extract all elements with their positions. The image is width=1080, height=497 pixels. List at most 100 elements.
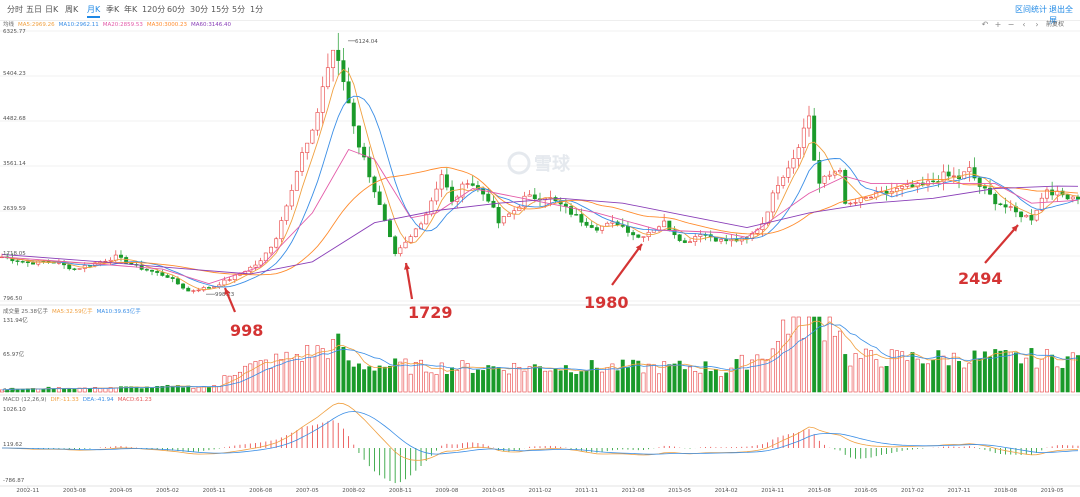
volume-bar — [548, 370, 553, 393]
candle-body — [1044, 189, 1049, 199]
volume-bar — [108, 387, 113, 393]
volume-bar — [651, 364, 656, 393]
candle-body — [1008, 206, 1013, 208]
candle-body — [331, 49, 336, 69]
candle-body — [155, 271, 160, 273]
scroll-right-icon[interactable]: › — [1035, 20, 1039, 29]
price_legend-item: 均线 — [3, 22, 15, 28]
volume-bar — [51, 388, 56, 393]
scroll-left-icon[interactable]: ‹ — [1022, 20, 1026, 29]
volume-bar — [863, 348, 868, 393]
candle-body — [108, 259, 113, 262]
exit-fullscreen-link[interactable]: 退出全屏 — [1049, 5, 1073, 25]
tab-period[interactable]: 周K — [65, 5, 79, 14]
volume-bar — [496, 367, 501, 393]
volume-bar — [413, 362, 418, 393]
volume-bar — [770, 348, 775, 393]
tab-period[interactable]: 5分 — [232, 5, 246, 14]
volume-bar — [641, 372, 646, 393]
candle-body — [791, 158, 796, 169]
candle-body — [284, 205, 289, 221]
volume_legend-item: 成交量 25.38亿手 — [3, 309, 48, 315]
macd-axis-tick: 119.62 — [3, 442, 22, 448]
tab-period[interactable]: 60分 — [167, 5, 186, 14]
x-axis-tick: 2011-02 — [529, 488, 552, 494]
tab-period[interactable]: 日K — [45, 5, 59, 14]
volume-bar — [962, 367, 967, 393]
annotation-arrow: 998 — [223, 287, 263, 340]
volume-bar — [93, 387, 98, 393]
volume-bar — [217, 386, 222, 393]
volume-bar — [843, 354, 848, 393]
volume-bar — [838, 330, 843, 393]
candle-body — [253, 264, 258, 268]
macd-histogram — [6, 420, 1079, 484]
candle-body — [579, 214, 584, 223]
tab-period[interactable]: 15分 — [211, 5, 230, 14]
candle-body — [305, 142, 310, 153]
candle-body — [160, 272, 165, 276]
candle-body — [294, 171, 299, 191]
candle-body — [444, 174, 449, 188]
volume-bar — [356, 363, 361, 393]
zoom-out-icon[interactable]: − — [1007, 20, 1015, 29]
candle-body — [988, 187, 993, 195]
tab-period[interactable]: 120分 — [142, 5, 166, 14]
tab-period[interactable]: 季K — [106, 5, 120, 14]
volume-bar — [724, 372, 729, 393]
ma60-line — [1, 185, 1079, 275]
candle-body — [181, 283, 186, 289]
volume-bar — [139, 388, 144, 393]
x-axis-tick: 2019-05 — [1041, 488, 1064, 494]
volume-bar — [1055, 366, 1060, 393]
volume-bar — [212, 385, 217, 393]
candle-body — [269, 246, 273, 254]
volume-bar — [403, 358, 408, 393]
undo-icon[interactable]: ↶ — [981, 20, 989, 29]
candle-body — [884, 190, 889, 194]
candle-body — [1019, 211, 1024, 218]
ma30-line — [1, 166, 1079, 276]
candle-body — [926, 180, 930, 186]
candle-body — [274, 238, 279, 248]
ma5-line — [1, 68, 1079, 290]
candle-body — [843, 170, 848, 204]
tab-period[interactable]: 分时 — [7, 5, 23, 14]
volume-bar — [398, 361, 403, 393]
tab-period[interactable]: 30分 — [190, 5, 209, 14]
volume-bar — [455, 370, 460, 393]
x-axis-tick: 2005-02 — [156, 488, 179, 494]
volume-bar — [1060, 367, 1065, 393]
volume-bar — [1008, 351, 1013, 393]
volume-bar — [988, 356, 993, 393]
volume-bar — [1044, 349, 1049, 393]
candle-body — [165, 275, 170, 278]
zoom-in-icon[interactable]: + — [994, 20, 1002, 29]
candle-body — [589, 225, 594, 228]
range-stats-link[interactable]: 区间统计 — [1015, 5, 1047, 14]
volume-bar — [812, 316, 817, 393]
candle-body — [610, 221, 615, 224]
tab-period[interactable]: 月K — [87, 4, 101, 18]
candle-body — [67, 264, 72, 270]
tab-period[interactable]: 年K — [124, 5, 138, 14]
volume-bar — [993, 349, 998, 393]
adjust-mode-toggle[interactable]: 前复权 — [1046, 19, 1064, 28]
volume-bar — [15, 388, 20, 393]
volume-bar — [46, 386, 51, 393]
tab-period[interactable]: 五日 — [26, 5, 42, 14]
candle-body — [25, 261, 30, 264]
candle-body — [175, 278, 180, 285]
snowball-watermark: 雪球 — [507, 151, 571, 175]
volume-bar — [56, 387, 61, 393]
candle-body — [372, 176, 377, 193]
volume-bar — [1029, 348, 1034, 393]
volume-bar — [569, 372, 574, 393]
arrow-head-icon — [635, 244, 642, 251]
candle-body — [910, 184, 915, 188]
candle-body — [775, 185, 780, 194]
volume-ma5-line — [1, 320, 1079, 391]
volume-ma10-line — [1, 323, 1079, 391]
tab-period[interactable]: 1分 — [250, 5, 264, 14]
